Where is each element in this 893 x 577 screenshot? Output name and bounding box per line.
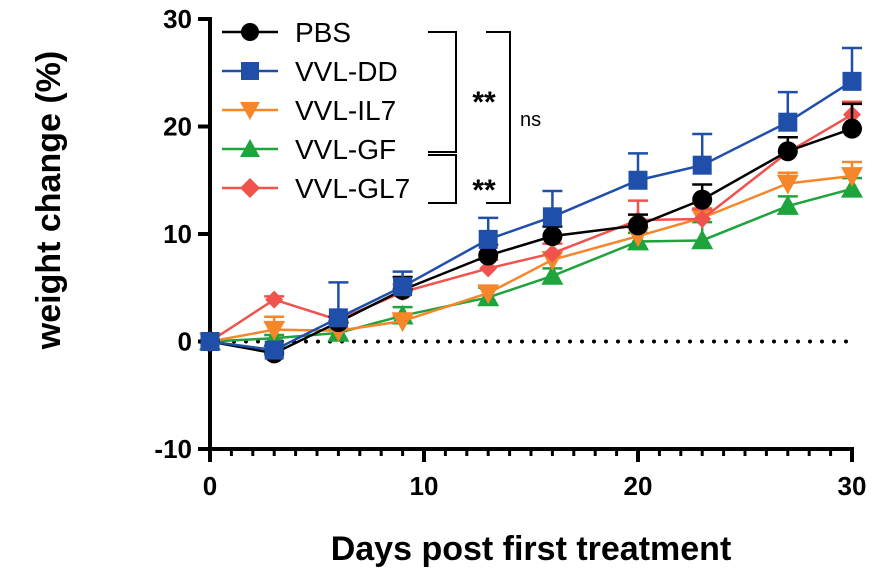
data-point xyxy=(776,195,799,215)
ns-annotation: ns xyxy=(520,109,541,131)
legend-label: VVL-IL7 xyxy=(295,95,396,126)
data-point xyxy=(478,229,498,249)
data-point xyxy=(841,167,863,187)
data-point xyxy=(841,177,863,198)
data-point xyxy=(241,62,259,80)
series-line xyxy=(209,113,853,343)
legend-item-vvl-gl7: VVL-GL7 xyxy=(222,173,410,204)
data-point xyxy=(628,170,648,190)
legend-item-vvl-il7: VVL-IL7 xyxy=(222,95,396,126)
significance-2: ** xyxy=(472,174,496,207)
data-point xyxy=(241,23,259,41)
significance-bracket xyxy=(428,31,457,153)
x-tick-label: 30 xyxy=(838,471,867,501)
series-line xyxy=(209,80,853,352)
plot-area xyxy=(199,46,863,364)
legend-item-vvl-dd: VVL-DD xyxy=(222,56,398,87)
legend-item-pbs: PBS xyxy=(222,17,351,48)
series-line xyxy=(209,174,853,343)
data-point xyxy=(265,290,284,309)
x-tick-label: 20 xyxy=(624,471,653,501)
data-point xyxy=(477,284,500,305)
data-point xyxy=(543,244,562,263)
data-point xyxy=(240,178,260,198)
data-point xyxy=(478,245,499,266)
data-point xyxy=(692,189,713,210)
y-tick-label: 20 xyxy=(163,112,192,142)
significance-1: ** xyxy=(472,86,496,119)
legend-label: PBS xyxy=(295,17,351,48)
y-tick-label: 30 xyxy=(163,4,192,34)
legend-label: VVL-GF xyxy=(295,134,396,165)
data-point xyxy=(542,207,562,227)
data-point xyxy=(264,340,284,360)
data-point xyxy=(778,112,798,132)
data-point xyxy=(842,118,862,139)
data-point xyxy=(328,308,348,328)
legend-label: VVL-DD xyxy=(295,56,398,87)
legend-item-vvl-gf: VVL-GF xyxy=(222,134,396,165)
y-tick-label: 0 xyxy=(178,327,192,357)
x-axis-label: Days post first treatment xyxy=(331,530,732,568)
data-point xyxy=(777,141,798,162)
y-tick-label: 10 xyxy=(163,219,192,249)
series-vvl-dd xyxy=(200,46,862,360)
legend-label: VVL-GL7 xyxy=(295,173,410,204)
data-point xyxy=(240,139,260,157)
series-line xyxy=(209,187,853,343)
significance-bracket xyxy=(428,154,457,204)
data-point xyxy=(542,226,563,247)
y-tick-label: -10 xyxy=(154,434,192,464)
data-point xyxy=(692,155,712,175)
data-point xyxy=(691,229,714,250)
significance-bracket xyxy=(486,31,511,204)
x-tick-label: 0 xyxy=(203,471,217,501)
data-point xyxy=(693,209,712,228)
y-axis-label: weight change (%) xyxy=(30,51,68,350)
data-point xyxy=(541,264,564,285)
data-point xyxy=(263,320,286,341)
data-point xyxy=(776,174,799,195)
legend: PBS VVL-DD VVL-IL7 VVL-GF VVL-GL7 xyxy=(222,17,511,204)
data-point xyxy=(393,277,413,297)
data-point xyxy=(391,312,414,333)
data-point xyxy=(240,102,260,120)
data-point xyxy=(842,71,862,91)
axes: -10 0 10 20 30 0 10 20 30 xyxy=(154,4,866,501)
x-tick-label: 10 xyxy=(410,471,439,501)
data-point xyxy=(200,332,220,351)
data-point xyxy=(628,215,648,236)
series-line xyxy=(209,127,853,355)
